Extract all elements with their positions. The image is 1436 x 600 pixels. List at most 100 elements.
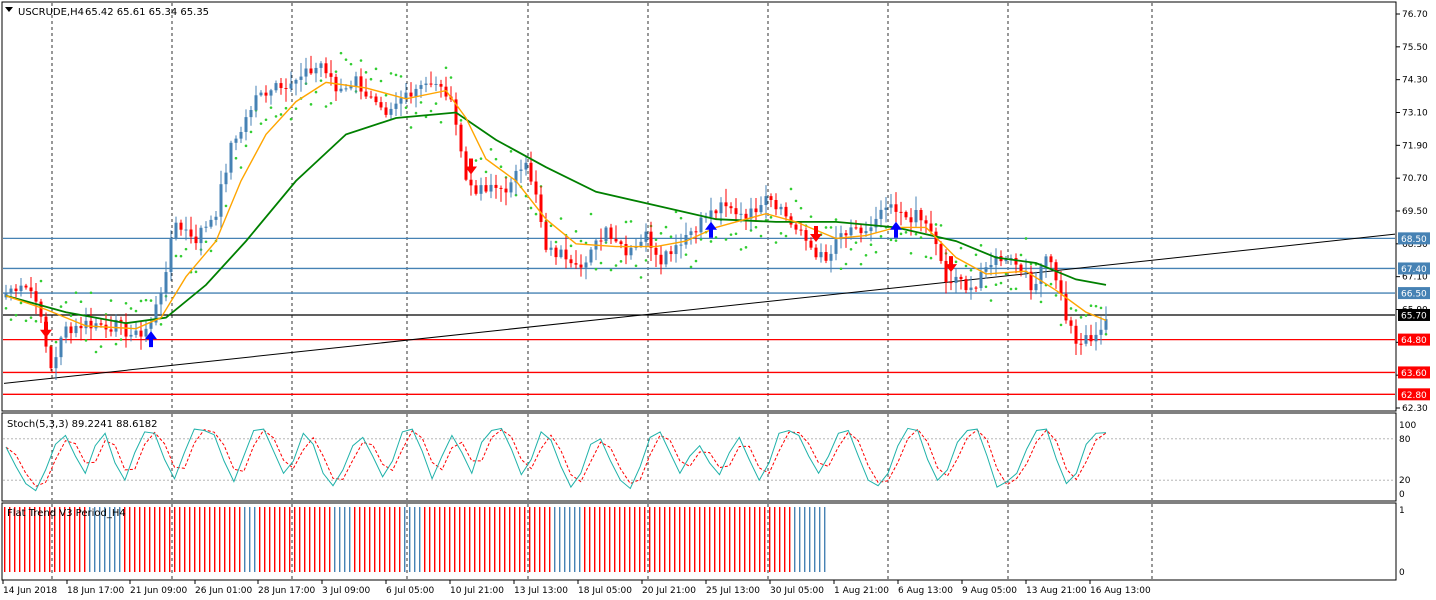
flat-trend-bar [669, 507, 671, 572]
flat-trend-bar [54, 507, 56, 572]
candle-body [489, 184, 493, 192]
psar-dot [924, 255, 928, 259]
flat-trend-bar [179, 507, 181, 572]
candle-body [1004, 258, 1008, 262]
psar-dot [274, 115, 278, 118]
candle-body [249, 110, 253, 118]
psar-dot [849, 248, 853, 251]
psar-dot [239, 166, 243, 169]
candle-body [899, 211, 903, 213]
psar-dot [244, 144, 248, 148]
candle-body [409, 92, 413, 97]
flat-trend-bar [429, 507, 431, 572]
candle-body [824, 252, 828, 261]
candle-body [239, 131, 243, 139]
psar-dot [1054, 294, 1058, 297]
psar-dot [979, 244, 983, 247]
price-tick-label: 74.30 [1402, 76, 1428, 86]
flat-trend-bar [169, 507, 171, 572]
trendline[interactable] [3, 233, 1396, 384]
psar-dot [144, 298, 148, 302]
psar-dot [959, 246, 963, 250]
flat-trend-bar [604, 507, 606, 572]
moving-averages [5, 81, 1107, 330]
candle-body [569, 259, 573, 264]
time-tick-label: 16 Aug 13:00 [1090, 586, 1151, 596]
flat-trend-bar [704, 507, 706, 572]
candle-body [679, 244, 683, 246]
psar-dot [1009, 287, 1013, 291]
stochastic-panel[interactable] [1, 412, 1397, 502]
candle-body [804, 230, 808, 241]
candle-body [749, 208, 753, 219]
symbol-timeframe: USCRUDE,H4 [18, 7, 84, 18]
flat-trend-bar [584, 507, 586, 572]
psar-dot [774, 241, 778, 244]
flat-trend-bar [144, 507, 146, 572]
psar-dot [629, 220, 633, 223]
candle-body [219, 184, 223, 217]
candle-body [499, 187, 503, 189]
level-badge-text: 63.60 [1401, 369, 1427, 379]
psar-dot [799, 206, 803, 210]
psar-dot [379, 79, 383, 83]
flat-trend-bar [749, 507, 751, 572]
flat-trend-bar [454, 507, 456, 572]
candle-body [739, 213, 743, 215]
flat-trend-bar [184, 507, 186, 572]
candle-body [404, 92, 408, 99]
candle-body [609, 227, 613, 240]
candle-body [664, 251, 668, 265]
candle-body [1059, 280, 1063, 294]
psar-dot [139, 299, 143, 303]
chart-header: USCRUDE,H4 65.42 65.61 65.34 65.35 [5, 7, 209, 18]
flat-trend-bar [644, 507, 646, 572]
candle-body [819, 252, 823, 258]
time-tick-label: 18 Jul 05:00 [578, 586, 632, 596]
candle-body [1024, 271, 1028, 273]
psar-dot [504, 176, 508, 179]
flat-trend-bar [309, 507, 311, 572]
flat-trend-bar [424, 507, 426, 572]
candle-body [84, 320, 88, 329]
main-price-panel[interactable] [1, 1, 1397, 412]
psar-dot [784, 234, 788, 238]
flat-trend-bar [624, 507, 626, 572]
candle-body [324, 63, 328, 74]
candle-body [254, 95, 258, 111]
psar-dot [389, 72, 393, 75]
candle-body [669, 251, 673, 255]
psar-dot [994, 283, 998, 287]
triangle-down-icon[interactable] [5, 7, 13, 12]
candle-body [1084, 335, 1088, 344]
psar-dot [84, 339, 88, 342]
flat-trend-panel[interactable] [1, 502, 1397, 581]
sell-arrow-icon [810, 226, 822, 243]
candle-body [319, 63, 323, 68]
psar-dot [494, 157, 498, 161]
candle-body [629, 247, 633, 256]
psar-dot [729, 233, 733, 236]
flat-trend-bar [324, 507, 326, 572]
candle-body [774, 200, 778, 210]
psar-dot [129, 307, 133, 310]
psar-dot [839, 267, 843, 271]
candle-body [1089, 335, 1093, 342]
time-tick-label: 13 Aug 21:00 [1026, 586, 1087, 596]
price-tick-label: 73.10 [1402, 109, 1428, 119]
psar-dot [279, 113, 283, 116]
candle-body [464, 151, 468, 180]
horizontal-levels[interactable]: 68.50 67.40 66.50 65.70 64.80 63.60 62.80 [3, 232, 1430, 401]
flat-trend-bar [449, 507, 451, 572]
candle-body [559, 249, 563, 258]
candle-body [834, 239, 838, 254]
candle-body [809, 240, 813, 248]
flat-trend-bar [39, 507, 41, 572]
psar-dot [794, 199, 798, 203]
candle-body [299, 76, 303, 80]
price-tick-label: 76.70 [1402, 10, 1428, 20]
flat-trend-bar [384, 507, 386, 572]
candle-body [554, 247, 558, 258]
candle-body [979, 271, 983, 289]
